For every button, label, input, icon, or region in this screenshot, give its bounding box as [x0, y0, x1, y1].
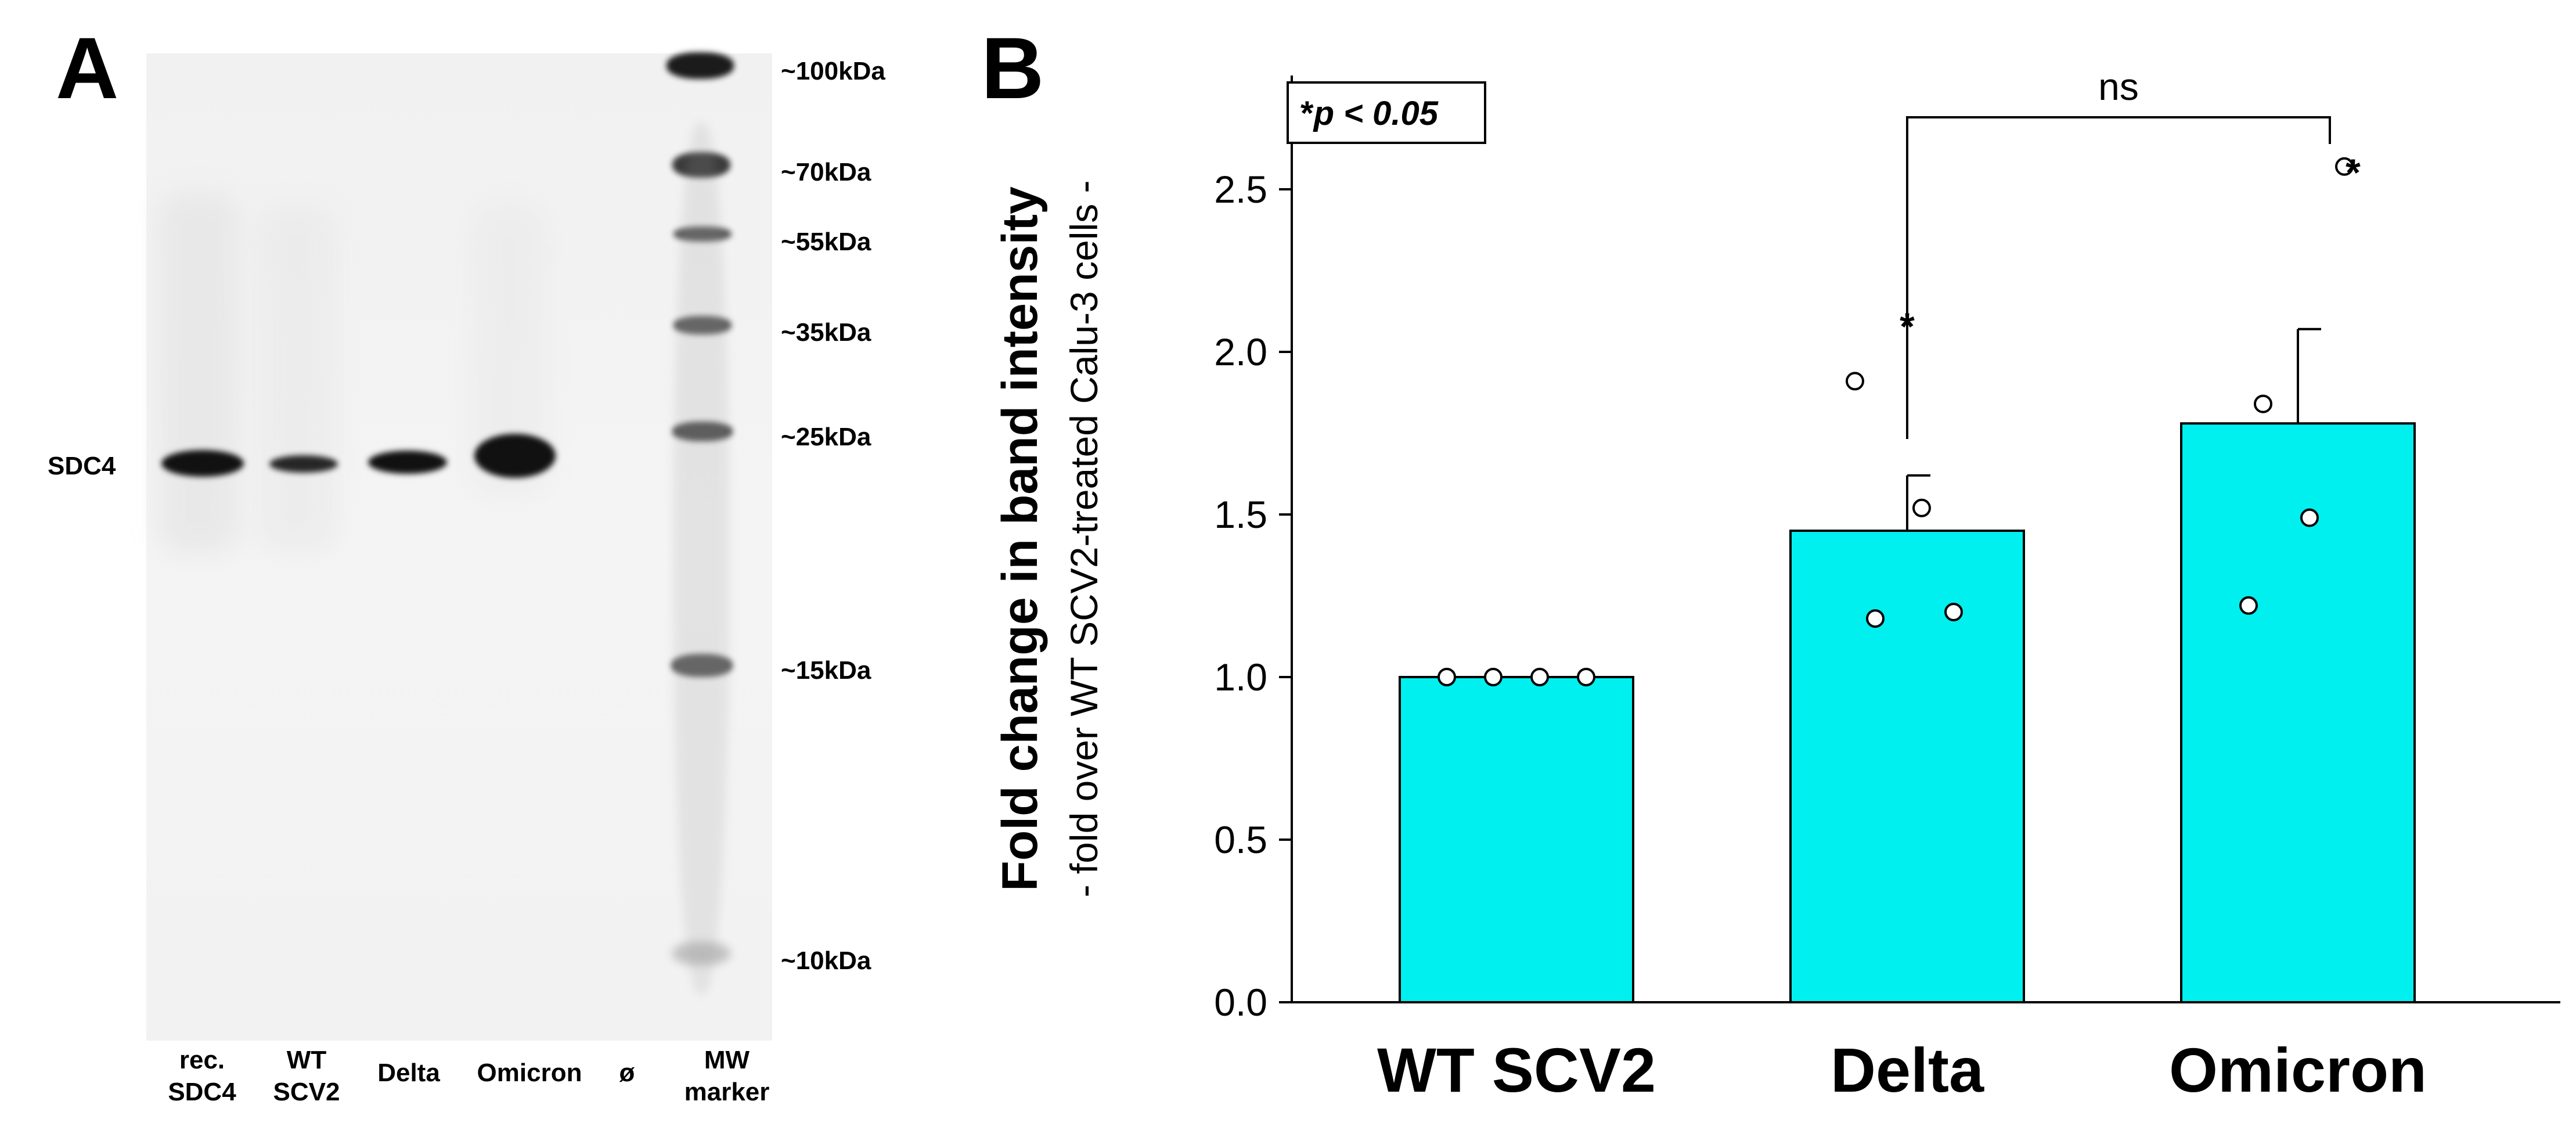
lane-label-omicron: Omicron — [477, 1059, 582, 1087]
lane-label-mw-marker: MW marker — [684, 1046, 770, 1106]
mw-label-55: ~55kDa — [781, 228, 871, 256]
mw-label-35: ~35kDa — [781, 318, 871, 347]
lane-label-rec-sdc4: rec. SDC4 — [168, 1046, 236, 1106]
category-label: WT SCV2 — [1377, 1035, 1656, 1105]
y-axis-subtitle: - fold over WT SCV2-treated Calu-3 cells… — [1062, 181, 1105, 898]
data-point — [2254, 394, 2272, 413]
y-tick-label: 0.0 — [1214, 981, 1267, 1024]
mw-label-15: ~15kDa — [781, 656, 871, 685]
significance-star: * — [2346, 151, 2361, 194]
legend-p-text: p < 0.05 — [1313, 95, 1439, 132]
ladder-band-15 — [671, 654, 733, 677]
lane-label-empty: ø — [619, 1059, 635, 1087]
comparison-label: ns — [2098, 65, 2139, 108]
ladder-band-70 — [672, 152, 730, 178]
ladder-band-10 — [672, 942, 730, 965]
y-tick-label: 0.5 — [1214, 818, 1267, 861]
lane-label-wt-scv2: WT SCV2 — [273, 1046, 340, 1106]
band-wt-scv2 — [269, 455, 338, 473]
significance-legend-text: *p < 0.05 — [1300, 95, 1439, 132]
panel-b-label: B — [981, 19, 1044, 117]
data-point — [1530, 668, 1549, 686]
data-point — [2300, 508, 2319, 527]
ladder-band-35 — [673, 316, 732, 334]
legend-star: * — [1300, 95, 1314, 132]
sdc4-label: SDC4 — [48, 452, 116, 480]
ladder-band-55 — [673, 226, 732, 242]
y-tick-label: 1.5 — [1214, 493, 1267, 536]
panel-a-label: A — [56, 19, 119, 117]
significance-legend-box — [1287, 81, 1486, 144]
y-tick-label: 2.0 — [1214, 330, 1267, 373]
category-label: Omicron — [2169, 1035, 2427, 1105]
data-point — [2335, 157, 2354, 176]
category-label: Delta — [1831, 1035, 1984, 1105]
data-point — [1577, 668, 1595, 686]
bar — [2180, 422, 2416, 1003]
band-delta — [368, 451, 447, 474]
data-point — [2239, 596, 2258, 615]
comparison-bracket — [1906, 116, 2331, 439]
y-tick-label: 2.5 — [1214, 168, 1267, 211]
y-axis-title: Fold change in band intensity — [992, 186, 1048, 891]
bar — [1789, 530, 2025, 1003]
data-point — [1912, 498, 1931, 517]
data-point — [1484, 668, 1503, 686]
ladder-band-25 — [672, 422, 733, 441]
data-point — [1846, 372, 1864, 391]
bar — [1399, 676, 1634, 1003]
mw-label-10: ~10kDa — [781, 947, 871, 975]
band-rec-sdc4 — [161, 450, 244, 477]
band-omicron — [474, 434, 556, 478]
lane-label-delta: Delta — [377, 1059, 440, 1087]
data-point — [1437, 668, 1456, 686]
mw-label-70: ~70kDa — [781, 158, 871, 186]
data-point — [1944, 603, 1963, 621]
data-point — [1866, 609, 1885, 628]
mw-label-100: ~100kDa — [781, 57, 885, 85]
western-blot-image — [146, 52, 772, 1041]
ladder-band-100 — [666, 52, 734, 79]
mw-label-25: ~25kDa — [781, 423, 871, 451]
y-tick-label: 1.0 — [1214, 656, 1267, 699]
